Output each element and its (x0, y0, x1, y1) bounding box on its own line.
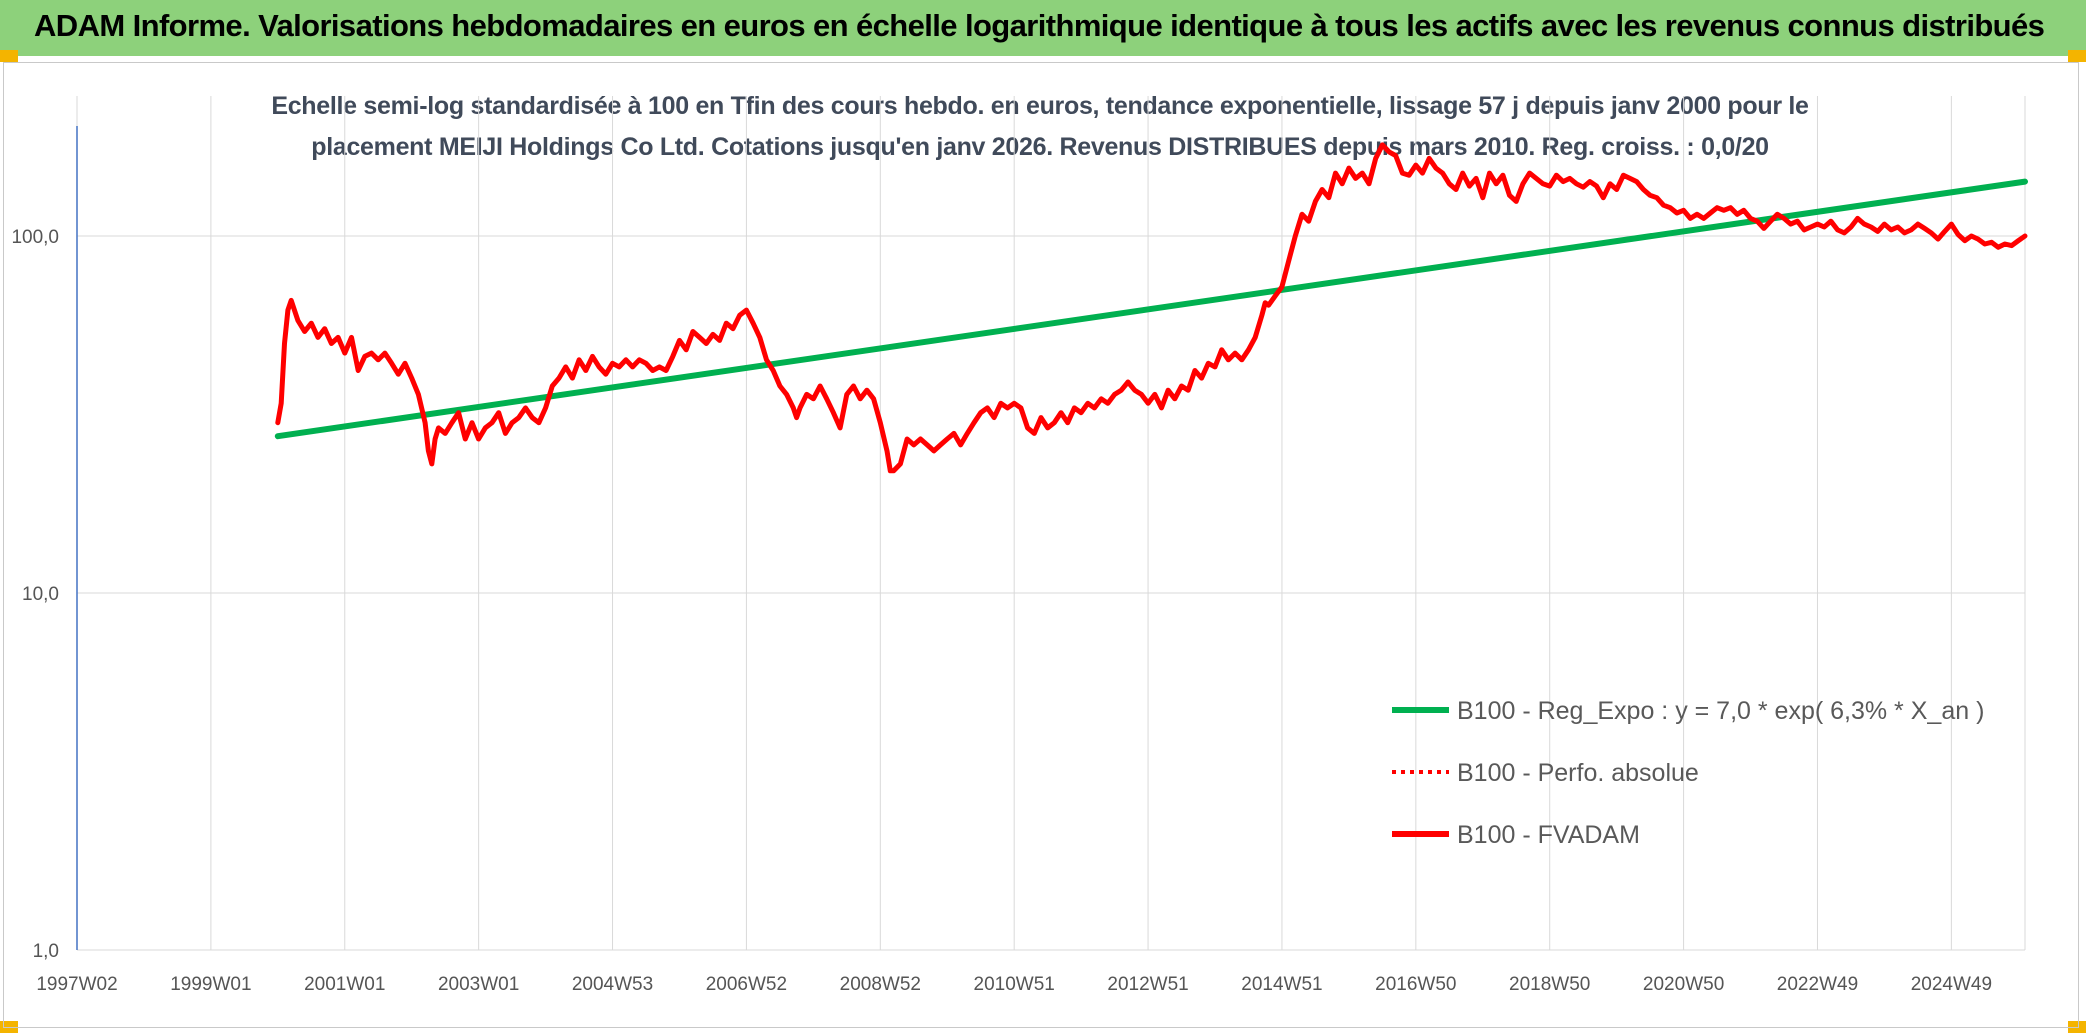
x-tick-label: 2022W49 (1777, 974, 1858, 995)
series-line-0 (274, 178, 2028, 440)
x-tick-label: 2024W49 (1911, 974, 1992, 995)
x-tick-label: 2006W52 (706, 974, 787, 995)
chart-title-line-2: placement MEIJI Holdings Co Ltd. Cotatio… (311, 133, 1769, 161)
x-tick-label: 2010W51 (974, 974, 1055, 995)
corner-marker-right (2068, 50, 2086, 62)
x-tick-label: 2003W01 (438, 974, 519, 995)
x-tick-label: 2018W50 (1509, 974, 1590, 995)
series-line-2 (275, 142, 2028, 474)
y-tick-label: 10,0 (22, 584, 59, 605)
legend-label-0: B100 - Reg_Expo : y = 7,0 * exp( 6,3% * … (1457, 697, 1984, 725)
legend-label-1: B100 - Perfo. absolue (1457, 759, 1699, 787)
x-tick-label: 2016W50 (1375, 974, 1456, 995)
corner-marker-left (0, 50, 18, 62)
axis-layer: 1,0 10,0 100,0 1997W02 1999W01 2001W01 2003W01… (11, 126, 1992, 995)
x-tick-label: 2004W53 (572, 974, 653, 995)
y-tick-label: 1,0 (33, 941, 59, 962)
title-banner: ADAM Informe. Valorisations hebdomadaire… (0, 0, 2086, 56)
chart-title: Echelle semi-log standardisée à 100 en T… (240, 86, 1840, 168)
series-layer (274, 142, 2028, 474)
x-tick-label: 2001W01 (304, 974, 385, 995)
legend-label-2: B100 - FVADAM (1457, 821, 1640, 849)
x-tick-label: 1999W01 (170, 974, 251, 995)
legend: B100 - Reg_Expo : y = 7,0 * exp( 6,3% * … (1392, 697, 1984, 849)
x-tick-label: 1997W02 (36, 974, 117, 995)
chart-frame (3, 62, 2079, 1028)
x-tick-label: 2012W51 (1107, 974, 1188, 995)
x-tick-label: 2014W51 (1241, 974, 1322, 995)
x-tick-label: 2008W52 (840, 974, 921, 995)
chart-title-line-1: Echelle semi-log standardisée à 100 en T… (271, 92, 1809, 120)
report-title: ADAM Informe. Valorisations hebdomadaire… (34, 8, 2045, 43)
y-tick-label: 100,0 (11, 227, 59, 248)
x-tick-label: 2020W50 (1643, 974, 1724, 995)
grid-layer (76, 96, 2026, 951)
